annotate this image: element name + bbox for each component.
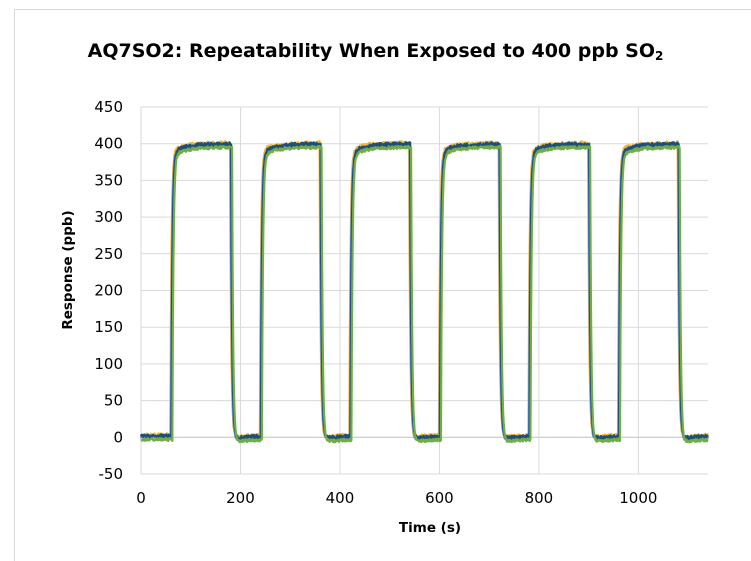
x-axis-label: Time (s) (399, 520, 461, 536)
y-tick-label: 250 (94, 245, 123, 263)
grid-lines (140, 106, 708, 475)
x-tick-label: 1000 (619, 489, 657, 507)
y-tick-label: 150 (94, 318, 123, 336)
x-tick-label: 400 (326, 489, 355, 507)
x-tick-label: 600 (425, 489, 454, 507)
series-line (140, 144, 709, 444)
chart-title-text: AQ7SO2: Repeatability When Exposed to 40… (87, 40, 656, 62)
y-tick-label: 50 (104, 392, 123, 410)
chart-frame (14, 9, 751, 561)
x-tick-label: 800 (525, 489, 554, 507)
y-tick-label: 0 (113, 428, 123, 446)
x-tick-label: 200 (226, 489, 255, 507)
series-group (139, 140, 710, 444)
x-tick-label: 0 (136, 489, 146, 507)
y-tick-label: 400 (94, 135, 123, 153)
chart-title-subscript: 2 (655, 49, 664, 63)
y-axis-label: Response (ppb) (60, 210, 76, 329)
y-tick-label: 350 (94, 171, 123, 189)
y-tick-label: 200 (94, 282, 123, 300)
y-tick-label: 100 (94, 355, 123, 373)
tick-labels: 450 400 350 300 250 200 150 100 50 0 -50 0 200 400 600… (94, 98, 657, 507)
y-tick-label: -50 (99, 465, 124, 483)
y-tick-label: 450 (94, 98, 123, 116)
y-tick-label: 300 (94, 208, 123, 226)
chart-title: AQ7SO2: Repeatability When Exposed to 40… (0, 40, 751, 63)
